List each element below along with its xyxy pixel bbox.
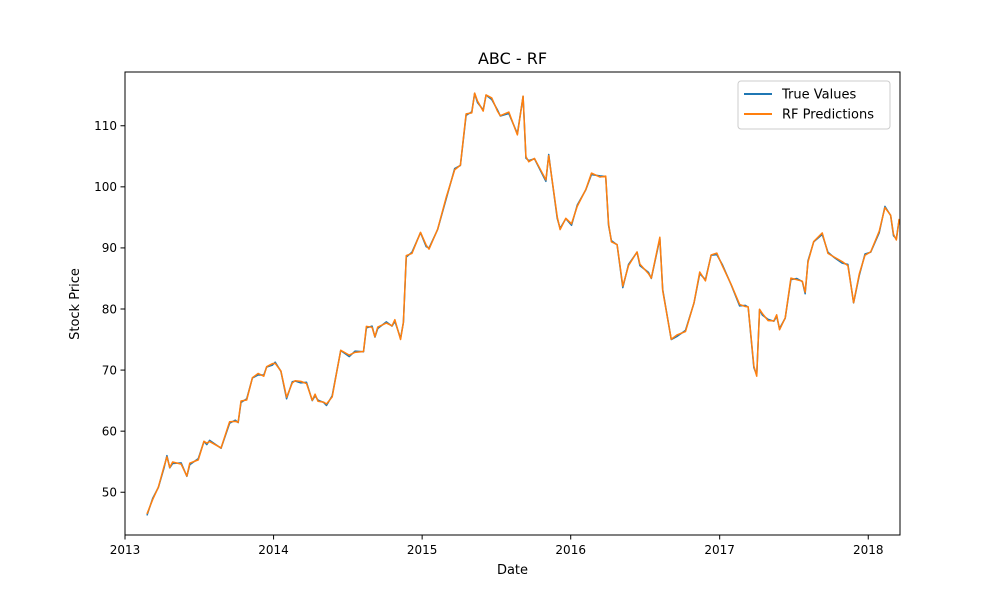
- legend-box: [737, 80, 891, 130]
- axes-frame: [124, 71, 901, 536]
- y-tick-label: 70: [102, 363, 117, 377]
- plot-area: [146, 92, 900, 516]
- y-tick-label: 60: [102, 424, 117, 438]
- y-axis-label: Stock Price: [68, 268, 83, 340]
- y-tick-label: 110: [94, 119, 117, 133]
- y-tick-label: 100: [94, 180, 117, 194]
- x-tick-label: 2014: [258, 543, 289, 557]
- series-line-rf-predictions: [146, 92, 900, 515]
- legend-label: True Values: [781, 88, 856, 103]
- legend-label: RF Predictions: [782, 108, 874, 123]
- x-tick-label: 2013: [110, 543, 141, 557]
- x-axis-label: Date: [497, 563, 528, 578]
- x-tick-label: 2018: [853, 543, 884, 557]
- x-tick-label: 2016: [555, 543, 586, 557]
- x-tick-label: 2015: [407, 543, 438, 557]
- axes: 2013 2014 2015 2016 2017 2018 50 60 70 80 90 100 110: [94, 71, 901, 557]
- x-tick-label: 2017: [704, 543, 735, 557]
- y-tick-label: 90: [102, 241, 117, 255]
- y-tick-label: 80: [102, 302, 117, 316]
- legend: True Values RF Predictions: [737, 80, 891, 130]
- y-tick-label: 50: [102, 486, 117, 500]
- chart-title: ABC - RF: [478, 49, 547, 68]
